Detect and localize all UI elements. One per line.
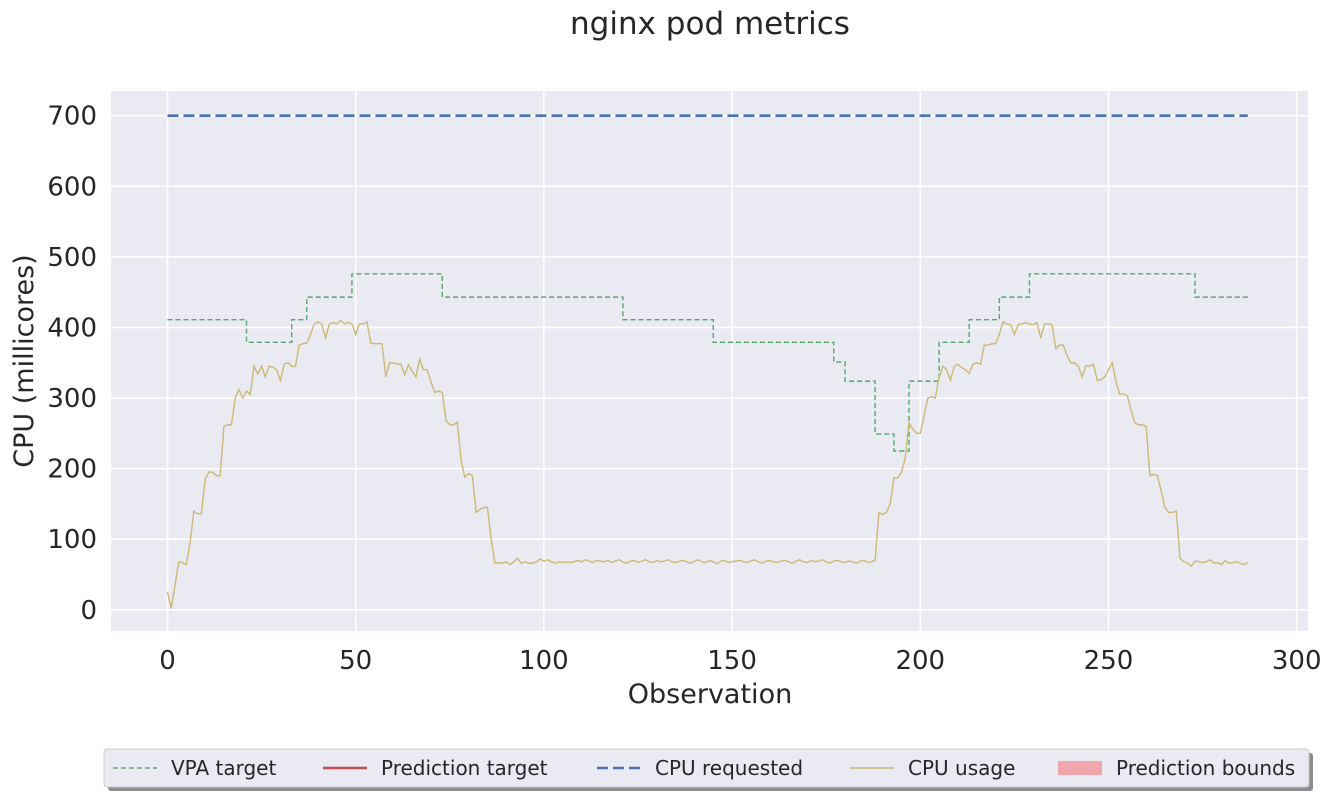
series-line-vpa-target bbox=[167, 273, 1248, 452]
legend: VPA target Prediction target CPU requested… bbox=[103, 748, 1313, 791]
gridlines bbox=[111, 91, 1308, 631]
legend-label-vpa-target: VPA target bbox=[171, 756, 276, 780]
legend-label-cpu-requested: CPU requested bbox=[655, 756, 803, 780]
legend-label-prediction-bounds: Prediction bounds bbox=[1116, 756, 1295, 780]
x-tick-label: 100 bbox=[519, 646, 569, 676]
y-tick-label: 500 bbox=[47, 243, 97, 273]
legend-swatch-prediction-bounds bbox=[1058, 761, 1102, 775]
series-line-cpu-usage bbox=[166, 319, 1249, 609]
series-layer bbox=[166, 114, 1249, 609]
chart-title: nginx pod metrics bbox=[570, 6, 850, 42]
y-axis-title: CPU (millicores) bbox=[9, 254, 40, 467]
y-tick-label: 700 bbox=[47, 102, 97, 132]
tick-labels: 0 50 100 150 200 250 300 0 100 200 300 400 500 600 700 bbox=[47, 102, 1321, 676]
x-tick-label: 300 bbox=[1272, 646, 1322, 676]
legend-label-prediction-target: Prediction target bbox=[381, 756, 548, 780]
y-tick-label: 0 bbox=[80, 596, 97, 626]
plot-area bbox=[111, 91, 1308, 631]
x-tick-label: 150 bbox=[707, 646, 757, 676]
y-tick-label: 200 bbox=[47, 455, 97, 485]
y-tick-label: 600 bbox=[47, 172, 97, 202]
x-tick-label: 200 bbox=[895, 646, 945, 676]
y-tick-label: 100 bbox=[47, 525, 97, 555]
x-tick-label: 0 bbox=[159, 646, 176, 676]
x-axis-title: Observation bbox=[628, 679, 792, 710]
y-tick-label: 300 bbox=[47, 384, 97, 414]
x-tick-label: 50 bbox=[339, 646, 372, 676]
legend-label-cpu-usage: CPU usage bbox=[908, 756, 1015, 780]
y-tick-label: 400 bbox=[47, 313, 97, 343]
x-tick-label: 250 bbox=[1084, 646, 1134, 676]
legend-box bbox=[103, 748, 1310, 788]
